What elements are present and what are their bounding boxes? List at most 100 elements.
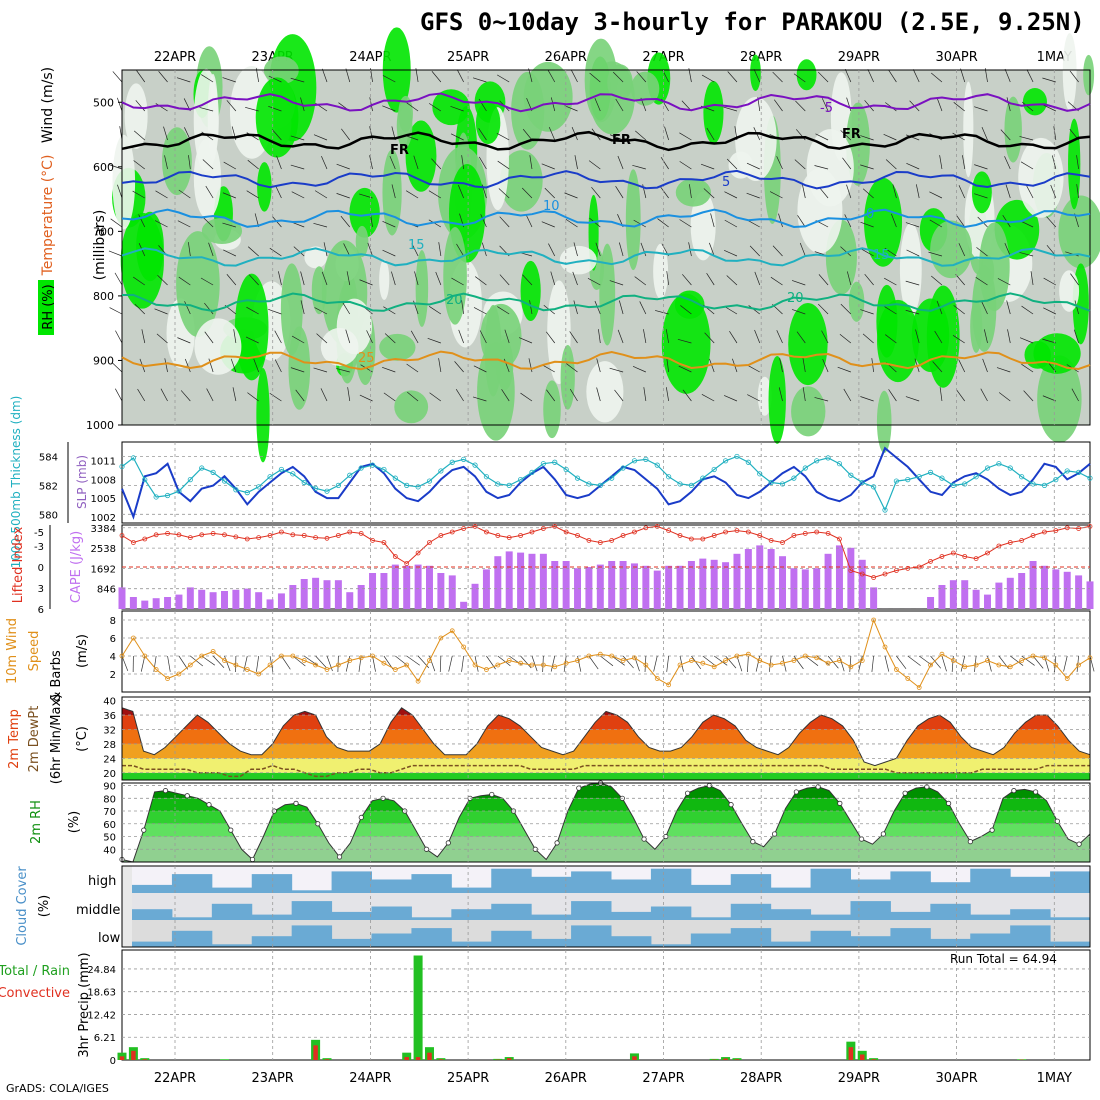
rh-axis-unit: (%)	[67, 811, 82, 834]
rh-patch	[1022, 88, 1047, 116]
wind-barb	[1019, 136, 1034, 141]
li-point	[632, 529, 637, 535]
wind-barb	[884, 247, 897, 257]
wind-barb	[980, 388, 988, 402]
rh-patch	[1062, 33, 1077, 111]
wind-barb	[475, 276, 487, 286]
wind-barb	[347, 387, 351, 402]
wind-barb	[1020, 220, 1034, 228]
li-point	[677, 533, 683, 538]
cloud-cover-middle	[890, 911, 931, 920]
li-tick-label: -5	[34, 528, 44, 539]
cloud-label-high: high	[88, 874, 116, 889]
rh-patch	[520, 260, 541, 321]
wind-speed-point	[894, 667, 899, 672]
thickness-point	[552, 459, 558, 465]
li-point	[768, 538, 774, 543]
wind-speed-point	[381, 660, 387, 666]
wind-barb	[653, 655, 658, 672]
wind-barb	[566, 363, 578, 373]
wind-barb	[860, 396, 874, 402]
thickness-tick-label: 584	[39, 452, 58, 463]
wind-barb	[1030, 271, 1034, 286]
y-tick-label: 24	[103, 754, 116, 765]
wind-barb	[206, 388, 214, 402]
wind-speed-point	[711, 664, 717, 670]
li-tick-label: 3	[38, 584, 44, 595]
wind-barb	[163, 126, 168, 141]
wind-barb	[614, 389, 624, 402]
wind-barb	[888, 389, 897, 402]
wind-barb	[108, 164, 123, 170]
rh-band	[122, 811, 1090, 824]
wind-barb	[269, 392, 282, 402]
wind-barb	[366, 330, 373, 344]
rh-point	[293, 800, 299, 806]
wind-barb	[600, 655, 614, 667]
wind-barb	[934, 330, 943, 344]
panel-upper-air: 500 600 700 800 900 1000 -5 FR FR FR 5 10 0 15 15 20 20 2…	[38, 27, 1100, 463]
li-point	[597, 540, 603, 545]
wind-barb	[247, 159, 259, 170]
cloud-cover-high	[730, 874, 772, 893]
thickness-point	[312, 485, 319, 491]
rh-patch	[379, 259, 390, 301]
cape-bar	[824, 553, 832, 609]
wind-barb	[960, 68, 966, 83]
thickness-point	[574, 475, 581, 481]
wind-barb	[336, 163, 350, 170]
wind-barb	[472, 77, 487, 83]
wind-speed-point	[472, 662, 478, 668]
wind-barb	[837, 366, 851, 373]
thickness-point	[950, 482, 956, 488]
wind-barb	[190, 655, 204, 667]
cape-bar	[380, 573, 388, 609]
wind-barb	[269, 247, 282, 257]
wind-barb	[956, 389, 966, 402]
wind-barb	[772, 71, 783, 83]
rh-patch	[877, 299, 919, 383]
wind-barb	[679, 132, 692, 141]
wind-barb	[223, 249, 237, 257]
wind-barb	[596, 387, 601, 402]
cape-bar	[687, 561, 695, 609]
wind-barb	[154, 308, 168, 315]
wind-speed-point	[324, 667, 330, 672]
wind-speed-point	[529, 662, 535, 668]
temperature-contour	[121, 169, 1091, 190]
wind-speed-point	[723, 658, 728, 663]
li-point	[939, 554, 945, 559]
li-point	[711, 533, 717, 538]
wind-barb	[313, 223, 328, 228]
wind-barb	[840, 303, 852, 315]
temperature-band	[122, 729, 1090, 744]
wind-speed-point	[871, 617, 877, 623]
rh-patch	[1083, 54, 1095, 96]
wind-barb	[843, 388, 852, 402]
li-point	[1007, 540, 1013, 545]
li-point	[871, 575, 877, 580]
cape-bar	[528, 553, 536, 609]
y-tick-label: 0	[110, 1056, 116, 1067]
wind-barb	[846, 184, 852, 199]
cloud-label-low: low	[98, 931, 121, 946]
wind-barb	[382, 249, 396, 257]
wind-barb	[522, 274, 533, 286]
wind-barb	[359, 279, 373, 286]
wind-barb	[479, 330, 487, 344]
cape-bar	[334, 580, 342, 609]
side-label-rh: RH (%)	[41, 284, 56, 329]
wind-barb	[596, 358, 601, 373]
wind-barb	[793, 73, 806, 83]
cape-bar	[596, 564, 604, 609]
thickness-point	[1041, 482, 1048, 488]
wind-barb	[861, 248, 874, 257]
wind-barb	[382, 221, 396, 228]
li-point	[130, 540, 136, 545]
wind-barb	[746, 192, 760, 199]
rh-patch	[1033, 333, 1081, 374]
li-point	[347, 529, 353, 535]
wind-barb	[821, 330, 829, 344]
wind-barb	[274, 330, 282, 344]
precip-conv-bar	[859, 1054, 865, 1060]
